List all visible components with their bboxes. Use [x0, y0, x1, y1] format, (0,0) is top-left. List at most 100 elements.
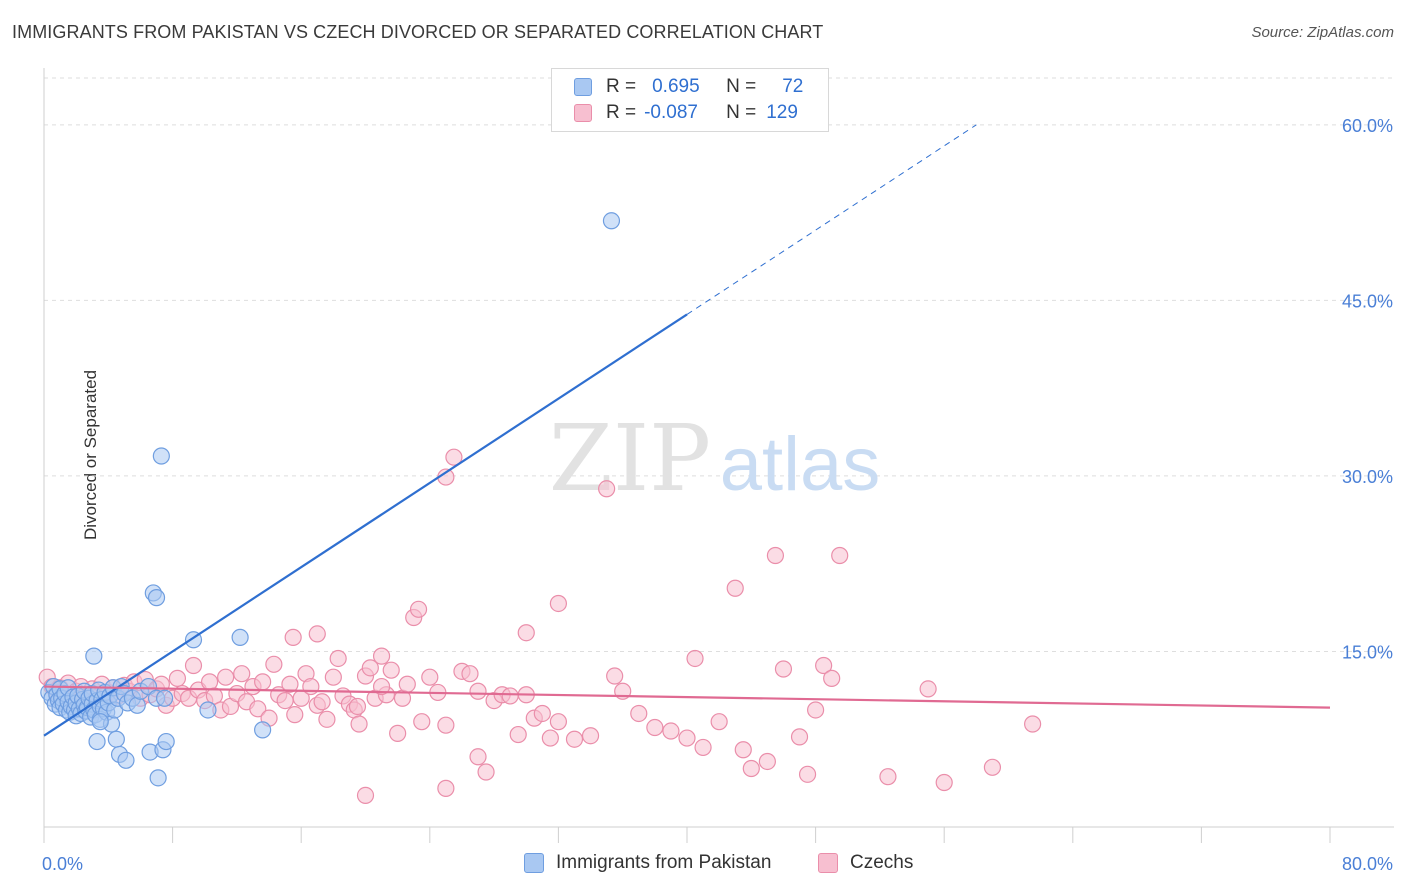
czechs-point	[806, 701, 825, 719]
czechs-point	[254, 673, 272, 691]
legend-r-value: 0.695	[652, 76, 700, 97]
pakistan-point	[152, 447, 170, 465]
pakistan-point	[91, 713, 109, 731]
series-legend-czechs[interactable]: Czechs	[818, 852, 913, 874]
czechs-point	[249, 700, 267, 718]
czechs-point	[815, 656, 833, 675]
pakistan-point	[157, 732, 175, 751]
czechs-point	[437, 779, 455, 797]
czechs-point	[281, 675, 299, 693]
czechs-point	[382, 661, 400, 679]
tick-labels: 15.0% 30.0% 45.0% 60.0% 0.0% 80.0%	[42, 116, 1393, 874]
series-legend: Immigrants from Pakistan Czechs	[0, 852, 1406, 878]
czechs-point	[445, 448, 463, 466]
legend-swatch-pakistan	[574, 78, 592, 96]
czechs-point	[421, 668, 439, 686]
pakistan-point	[602, 212, 621, 230]
pakistan-trend-line	[43, 313, 688, 737]
czechs-point	[313, 693, 331, 711]
czechs-point	[646, 718, 664, 737]
czechs-point	[372, 647, 391, 665]
correlation-legend: R = 0.695 N = 72 R = -0.087 N = 129	[551, 68, 829, 132]
legend-row-czechs: R = -0.087 N = 129	[574, 101, 798, 125]
czechs-point	[766, 546, 785, 565]
czechs-point	[286, 706, 304, 724]
czechs-point	[606, 667, 624, 685]
czechs-points	[38, 448, 1042, 805]
czechs-point	[302, 677, 320, 696]
czechs-point	[549, 713, 568, 731]
series-swatch-pakistan	[524, 853, 544, 873]
czechs-point	[329, 649, 347, 668]
legend-r-label: R =	[606, 76, 637, 97]
pakistan-point	[128, 696, 146, 714]
czechs-point	[469, 682, 487, 700]
czechs-point	[790, 728, 809, 746]
trend-lines	[43, 124, 1331, 737]
czechs-point	[919, 680, 937, 698]
watermark: ZIP atlas	[549, 405, 880, 512]
legend-n-value: 72	[782, 76, 804, 97]
pakistan-point	[85, 647, 103, 665]
y-tick-label: 30.0%	[1342, 467, 1393, 487]
czechs-point	[398, 675, 416, 693]
series-legend-pakistan[interactable]: Immigrants from Pakistan	[524, 852, 771, 874]
czechs-point	[517, 624, 535, 642]
pakistan-point	[231, 628, 249, 647]
pakistan-point	[107, 730, 125, 748]
pakistan-point	[155, 689, 174, 707]
czechs-point	[598, 480, 616, 498]
czechs-point	[284, 628, 302, 647]
chart-title: IMMIGRANTS FROM PAKISTAN VS CZECH DIVORC…	[12, 22, 824, 42]
czechs-point	[168, 669, 187, 687]
pakistan-point	[199, 701, 217, 719]
czechs-point	[686, 649, 704, 668]
czechs-point	[831, 546, 849, 565]
pakistan-point	[117, 751, 135, 769]
czechs-point	[774, 660, 793, 678]
czechs-point	[678, 729, 696, 747]
czechs-point	[823, 669, 841, 687]
watermark-zip: ZIP	[549, 405, 711, 512]
czechs-point	[205, 687, 223, 705]
czechs-point	[630, 704, 648, 723]
czechs-point	[533, 704, 551, 723]
legend-r-value: -0.087	[644, 102, 698, 123]
pakistan-point	[149, 769, 167, 787]
axes	[43, 68, 1394, 843]
source-label: Source: ZipAtlas.com	[1251, 24, 1394, 41]
legend-n-label: N =	[726, 76, 757, 97]
pakistan-point	[88, 732, 106, 751]
czechs-point	[265, 655, 283, 673]
watermark-atlas: atlas	[720, 422, 881, 507]
czechs-point	[318, 710, 336, 728]
legend-n-label: N =	[726, 102, 757, 123]
czechs-point	[350, 715, 368, 733]
czechs-point	[184, 656, 203, 675]
legend-n-value: 129	[766, 102, 798, 123]
czechs-point	[276, 692, 294, 710]
y-tick-label: 15.0%	[1342, 642, 1393, 662]
czechs-point	[409, 600, 428, 618]
x-tick-label: 0.0%	[42, 854, 83, 874]
legend-r-label: R =	[606, 102, 637, 123]
pakistan-point	[254, 721, 272, 739]
czechs-point	[324, 668, 342, 686]
czechs-point	[308, 625, 326, 643]
pakistan-point	[147, 589, 166, 607]
czechs-point	[461, 665, 479, 683]
czechs-point	[726, 579, 744, 597]
czechs-point	[983, 758, 1002, 776]
czechs-point	[1024, 715, 1042, 733]
czechs-point	[509, 725, 527, 744]
legend-swatch-czechs	[574, 104, 592, 122]
czechs-trend-line	[43, 685, 1331, 709]
czechs-point	[742, 759, 760, 778]
czechs-point	[477, 763, 495, 781]
x-tick-label: 80.0%	[1342, 854, 1393, 874]
czechs-point	[372, 677, 391, 696]
czechs-point	[758, 752, 776, 771]
y-tick-label: 60.0%	[1342, 116, 1393, 136]
pakistan-point	[139, 677, 158, 696]
